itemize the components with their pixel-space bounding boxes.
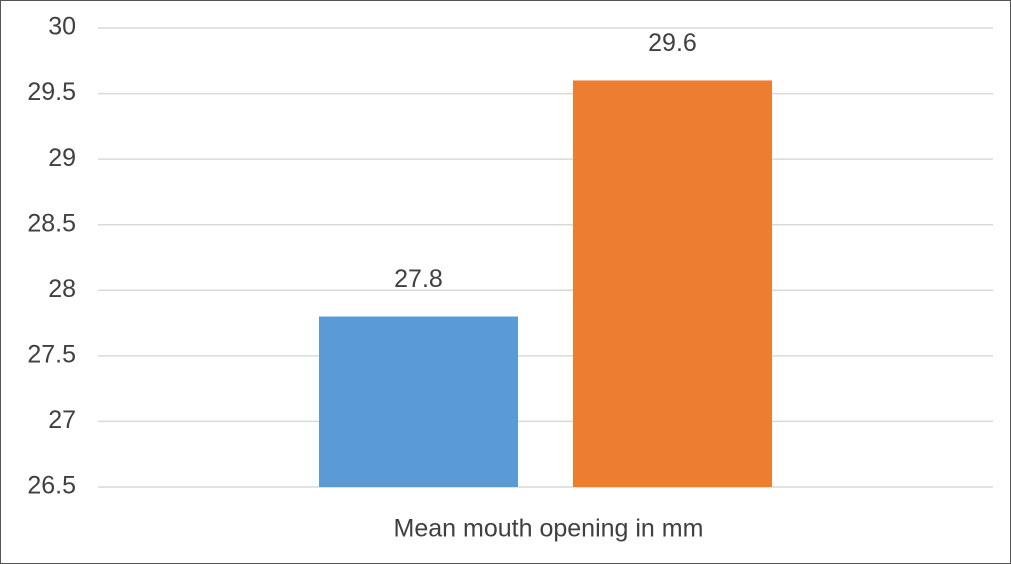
y-tick-label: 28.5 <box>27 209 76 237</box>
data-label: 27.8 <box>394 265 443 293</box>
y-tick-label: 27.5 <box>27 340 76 368</box>
y-tick-label: 26.5 <box>27 472 76 500</box>
bar <box>319 316 518 487</box>
bar <box>573 80 772 487</box>
y-tick-label: 29.5 <box>27 78 76 106</box>
y-tick-label: 27 <box>48 406 76 434</box>
y-tick-label: 28 <box>48 275 76 303</box>
data-label: 29.6 <box>648 29 697 57</box>
y-tick-label: 30 <box>48 13 76 41</box>
x-tick-label: Mean mouth opening in mm <box>394 515 704 543</box>
y-tick-label: 29 <box>48 144 76 172</box>
